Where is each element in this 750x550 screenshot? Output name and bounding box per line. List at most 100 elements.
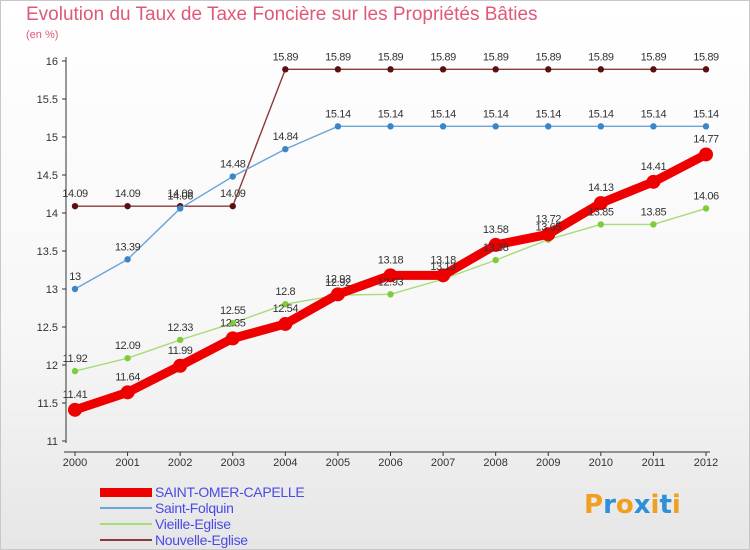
data-point [492,66,499,73]
data-label: 15.89 [588,51,614,63]
data-label: 15.89 [535,51,561,63]
data-label: 13.18 [430,254,456,266]
data-point [702,123,710,130]
x-tick-label: 2002 [168,457,192,469]
y-tick-label: 15 [46,132,58,144]
logo-letter: o [615,490,634,520]
logo-letter: r [603,490,616,520]
x-tick-label: 2006 [378,457,402,469]
data-point [492,123,499,130]
data-point [488,237,503,252]
data-label: 15.14 [483,108,509,120]
data-label: 14.09 [220,188,246,200]
legend-swatch [100,487,152,497]
data-label: 14.84 [273,131,299,143]
data-label: 15.14 [378,108,404,120]
data-label: 14.09 [115,188,141,200]
data-label: 13 [69,271,81,283]
logo-letter: P [584,490,604,520]
data-point [71,202,79,210]
legend-label: SAINT-OMER-CAPELLE [155,484,305,500]
x-tick-label: 2010 [589,457,613,469]
data-point [229,320,236,327]
data-point [71,285,79,293]
y-tick-label: 11.5 [37,398,58,410]
data-point [334,66,342,73]
y-tick-label: 14 [46,208,58,220]
data-label: 13.58 [483,224,509,236]
data-label: 15.89 [641,51,667,63]
legend-label: Saint-Folquin [155,500,234,516]
y-tick-label: 12.5 [37,322,58,334]
legend-swatch [100,507,152,509]
data-point [650,66,657,73]
data-label: 15.14 [641,108,667,120]
data-point [330,287,345,302]
logo-letter: i [671,490,681,520]
data-point [545,123,552,130]
data-point [545,66,552,73]
data-label: 12.35 [220,317,246,329]
data-point [124,354,131,362]
data-label: 13.85 [588,206,614,218]
y-tick-label: 15.5 [37,94,58,106]
data-label: 11.92 [63,353,88,365]
data-label: 14.09 [167,188,193,200]
y-tick-label: 13.5 [37,246,58,258]
y-tick-label: 11 [47,436,58,448]
data-label: 15.89 [693,51,719,63]
data-label: 15.14 [325,108,351,120]
data-point [699,147,713,162]
data-label: 15.14 [430,108,456,120]
data-point [282,145,289,153]
data-label: 13.39 [115,241,141,253]
data-label: 12.55 [220,305,246,317]
data-point [387,291,394,298]
data-label: 14.48 [220,159,246,171]
legend-label: Nouvelle-Eglise [155,532,248,548]
data-label: 13.38 [483,242,509,254]
data-label: 15.89 [273,51,299,63]
data-label: 14.06 [693,190,719,202]
x-tick-label: 2001 [115,457,139,469]
data-point [597,66,605,73]
legend-label: Vieille-Eglise [155,516,231,532]
y-tick-label: 14.5 [37,170,58,182]
data-label: 11.99 [168,345,193,357]
data-label: 15.14 [693,108,719,120]
data-point [176,336,184,344]
data-point [229,173,236,180]
data-point [702,205,710,212]
data-label: 11.64 [115,371,140,383]
data-label: 12.92 [325,277,351,289]
data-point [71,367,79,375]
data-point [176,205,184,212]
data-label: 13.13 [430,261,456,273]
data-point [282,301,289,308]
data-point [646,174,661,189]
data-label: 15.89 [430,51,456,63]
data-label: 13.72 [535,213,561,225]
y-tick-label: 16 [46,56,58,68]
data-label: 14.41 [641,161,667,173]
data-label: 14.77 [693,133,719,145]
data-label: 13.65 [535,222,561,234]
data-label: 12.54 [273,303,299,315]
y-tick-label: 13 [46,284,58,296]
data-point [650,123,657,130]
data-label: 12.09 [115,340,141,352]
data-label: 12.33 [167,322,193,334]
data-point [597,221,605,228]
x-tick-label: 2004 [273,457,297,469]
data-label: 11.41 [63,389,88,401]
legend-swatch [100,523,152,525]
data-point [68,402,82,417]
x-tick-label: 2000 [63,457,87,469]
data-point [120,385,135,400]
data-label: 12.93 [325,273,351,285]
data-label: 14.13 [588,182,614,194]
x-tick-label: 2007 [431,457,455,469]
y-tick-label: 12 [46,360,58,372]
